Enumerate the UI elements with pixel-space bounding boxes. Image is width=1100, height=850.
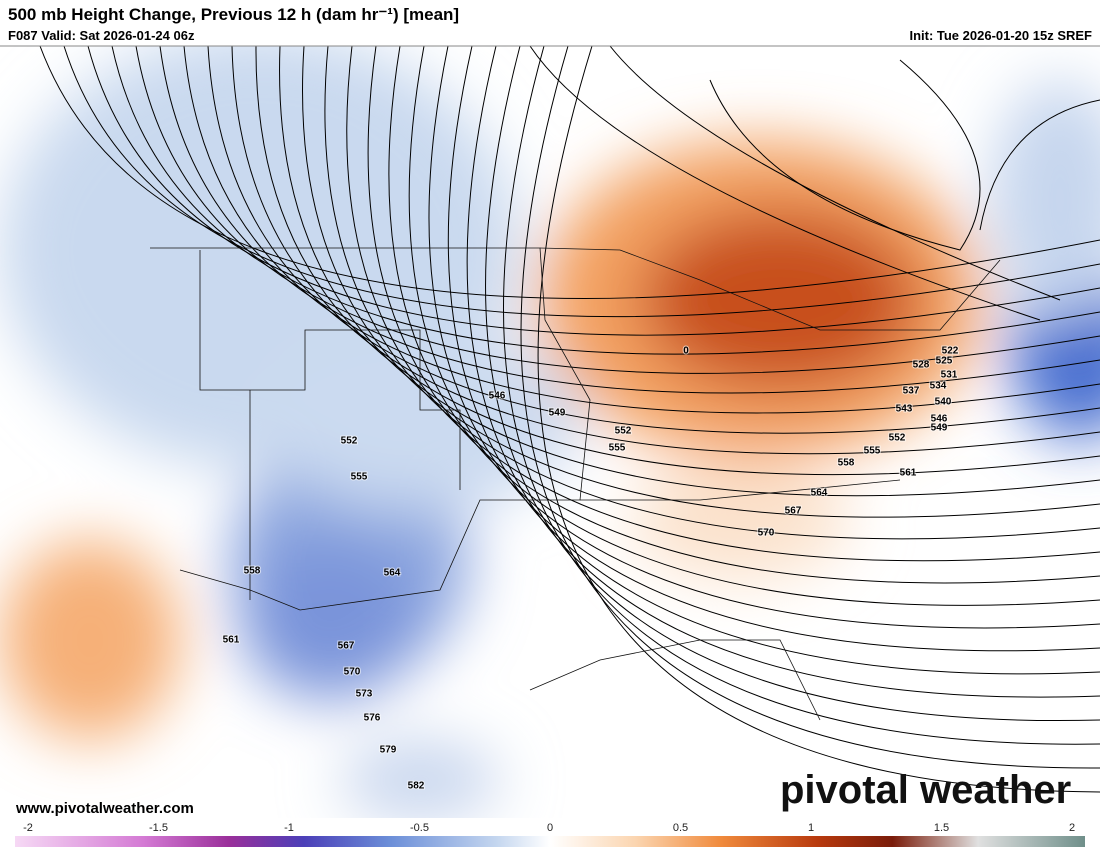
contour-label: 528: [913, 360, 930, 371]
shading: [0, 46, 1100, 818]
contour-line: [302, 46, 1100, 518]
colorbar-tick-label: -0.5: [410, 822, 429, 834]
contour-line: [39, 46, 1100, 299]
contour-label: 561: [900, 468, 917, 479]
contour-label: 543: [896, 404, 913, 415]
contour-label: 549: [549, 408, 566, 419]
colorbar-ticks: -2 -1.5 -1 -0.5 0 0.5 1 1.5 2: [23, 822, 1075, 834]
contour-line: [408, 46, 1100, 629]
contour-label: 558: [838, 458, 855, 469]
contour-line: [63, 46, 1100, 318]
contours: [39, 46, 1100, 793]
contour-label: 564: [811, 488, 828, 499]
contour-line: [447, 46, 1100, 675]
contour-line: [428, 46, 1100, 652]
website: www.pivotalweather.com: [15, 800, 194, 817]
watermark: pivotal weather: [780, 768, 1071, 812]
contour-label: 552: [341, 436, 358, 447]
contour-label: 567: [785, 506, 802, 517]
init-time: Init: Tue 2026-01-20 15z SREF: [909, 28, 1092, 43]
contour-line: [111, 46, 1100, 355]
contour-line: [231, 46, 1100, 455]
contour-label: 540: [935, 397, 952, 408]
contour-label: 576: [364, 713, 381, 724]
contour-label: 573: [356, 689, 373, 700]
colorbar-tick-label: 1.5: [934, 822, 949, 834]
contour-line: [979, 99, 1100, 231]
contour-label: 552: [889, 433, 906, 444]
contour-line: [520, 46, 1100, 769]
contour-line: [609, 46, 1061, 301]
contour-line: [388, 46, 1100, 606]
contour-label: 555: [864, 446, 881, 457]
contour-label: 561: [223, 635, 240, 646]
colorbar-tick-label: 1: [808, 822, 814, 834]
colorbar-tick-label: 0.5: [673, 822, 688, 834]
contour-label: 546: [489, 391, 506, 402]
contour-line: [346, 46, 1100, 562]
contour-line: [709, 59, 981, 251]
contour-label: 567: [338, 641, 355, 652]
colorbar: [15, 836, 1085, 847]
contour-line: [324, 46, 1100, 540]
colorbar-tick-label: 0: [547, 822, 553, 834]
contour-line: [207, 46, 1100, 434]
contour-label: 564: [384, 568, 401, 579]
contour-labels: 546 549 552 555 552 555 558 564 561 567 …: [222, 345, 960, 793]
title: 500 mb Height Change, Previous 12 h (dam…: [8, 5, 459, 24]
contour-label: 531: [941, 370, 958, 381]
contour-line: [159, 46, 1100, 394]
contour-line: [537, 46, 1100, 793]
colorbar-tick-label: -1.5: [149, 822, 168, 834]
contour-label: 537: [903, 386, 920, 397]
colorbar-tick-label: 2: [1069, 822, 1075, 834]
contour-label: 522: [942, 346, 959, 357]
contour-label: 570: [758, 528, 775, 539]
colorbar-tick-label: -1: [284, 822, 294, 834]
contour-label: 555: [351, 472, 368, 483]
contour-label: 534: [930, 381, 947, 392]
contour-label: 525: [936, 356, 953, 367]
valid-time: F087 Valid: Sat 2026-01-24 06z: [8, 28, 195, 43]
contour-label: 0: [683, 346, 689, 357]
contour-label: 570: [344, 667, 361, 678]
contour-label: 582: [408, 781, 425, 792]
contour-label: 552: [615, 426, 632, 437]
contour-label: 546: [931, 414, 948, 425]
contour-label: 555: [609, 443, 626, 454]
contour-line: [183, 46, 1100, 414]
borders: [150, 247, 1001, 721]
contour-label: 579: [380, 745, 397, 756]
map: 546 549 552 555 552 555 558 564 561 567 …: [0, 46, 1100, 818]
contour-line: [87, 46, 1100, 336]
contour-label: 558: [244, 566, 261, 577]
contour-label: 549: [931, 423, 948, 434]
contour-line: [529, 46, 1041, 321]
contour-line: [279, 46, 1100, 497]
colorbar-tick-label: -2: [23, 822, 33, 834]
